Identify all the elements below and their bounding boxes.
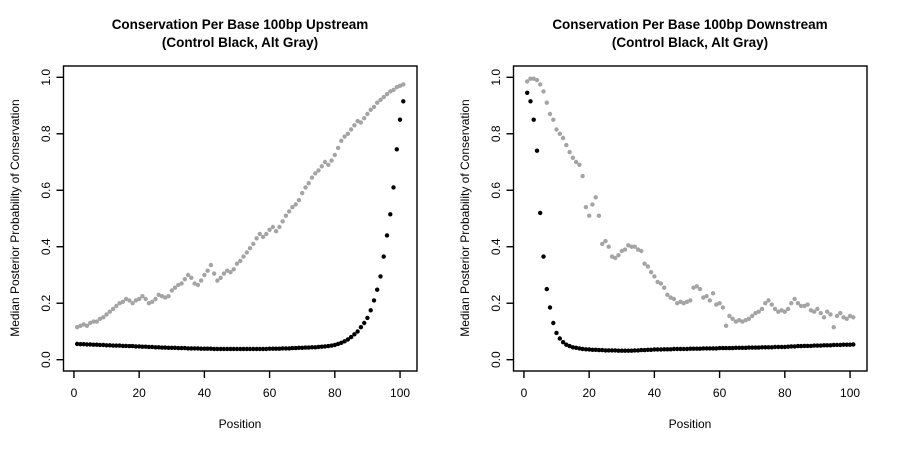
downstream-title: Conservation Per Base 100bp Downstream	[552, 17, 828, 32]
x-tick-label: 40	[648, 386, 662, 400]
y-tick-label: 0.0	[489, 351, 503, 368]
series-control-points	[525, 90, 856, 353]
y-tick-label: 0.6	[39, 182, 53, 199]
x-tick-label: 100	[840, 386, 860, 400]
x-axis-ticks: 0 20 40 60 80 100	[521, 371, 860, 400]
x-tick-label: 80	[778, 386, 792, 400]
upstream-y-axis-label: Median Posterior Probability of Conserva…	[8, 99, 22, 337]
y-tick-label: 0.2	[489, 295, 503, 312]
y-tick-label: 1.0	[39, 69, 53, 86]
upstream-title: Conservation Per Base 100bp Upstream	[111, 17, 369, 32]
downstream-plot-svg: 0 20 40 60 80 100 0.0 0.2 0.4 0.6 0.8 1.0	[489, 65, 868, 400]
y-tick-label: 0.4	[39, 238, 53, 255]
plot-box	[512, 65, 868, 372]
y-tick-label: 0.2	[39, 295, 53, 312]
downstream-x-axis-label: Position	[668, 417, 712, 431]
x-axis-ticks: 0 20 40 60 80 100	[71, 371, 410, 400]
y-tick-label: 0.6	[489, 182, 503, 199]
y-tick-label: 0.4	[489, 238, 503, 255]
series-alt-points	[525, 76, 856, 330]
upstream-x-axis-label: Position	[218, 417, 262, 431]
x-tick-label: 0	[71, 386, 78, 400]
plot-box	[62, 65, 418, 372]
y-tick-label: 0.8	[39, 125, 53, 142]
x-tick-label: 20	[132, 386, 146, 400]
downstream-panel: 0 20 40 60 80 100 0.0 0.2 0.4 0.6 0.8 1.0 Conservat…	[450, 0, 900, 450]
y-axis-ticks: 0.0 0.2 0.4 0.6 0.8 1.0	[39, 69, 64, 368]
x-tick-label: 80	[328, 386, 342, 400]
upstream-panel: 0 20 40 60 80 100 0.0 0.2 0.4 0.6 0.8 1.0 Conservat…	[8, 17, 418, 431]
y-tick-label: 0.8	[489, 125, 503, 142]
downstream-subtitle: (Control Black, Alt Gray)	[611, 35, 769, 50]
series-control-points	[75, 99, 406, 352]
x-tick-label: 100	[390, 386, 410, 400]
x-tick-label: 0	[521, 386, 528, 400]
y-tick-label: 1.0	[489, 69, 503, 86]
series-alt-points	[75, 82, 406, 330]
downstream-y-axis-label: Median Posterior Probability of Conserva…	[458, 99, 472, 337]
x-tick-label: 20	[582, 386, 596, 400]
upstream-plot-svg: 0 20 40 60 80 100 0.0 0.2 0.4 0.6 0.8 1.0	[39, 65, 418, 400]
x-tick-label: 60	[263, 386, 277, 400]
y-axis-ticks: 0.0 0.2 0.4 0.6 0.8 1.0	[489, 69, 514, 368]
upstream-subtitle: (Control Black, Alt Gray)	[161, 35, 319, 50]
x-tick-label: 40	[198, 386, 212, 400]
y-tick-label: 0.0	[39, 351, 53, 368]
x-tick-label: 60	[713, 386, 727, 400]
